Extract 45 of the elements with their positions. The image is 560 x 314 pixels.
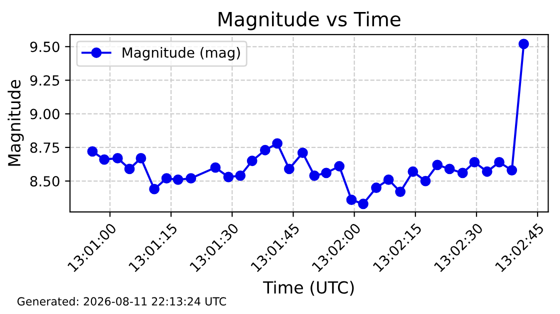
y-tick-label: 8.75 [30,142,60,153]
point [272,138,283,149]
legend-label: Magnitude (mag) [122,47,240,60]
point [260,144,270,156]
point [186,173,196,184]
point [309,170,320,181]
x-axis-title: Time (UTC) [263,280,354,296]
point [210,162,221,173]
point [124,164,135,174]
point [246,156,258,166]
point [518,38,529,50]
point [482,166,492,177]
point [371,182,382,193]
point [99,154,110,165]
point [284,164,294,174]
point [358,198,368,210]
text: Generated: 2026-08-11 22:13:24 UTC [17,296,226,306]
point [136,152,146,164]
point [87,146,98,157]
point [494,157,504,168]
point [408,166,418,177]
point [297,148,308,158]
y-tick-label: 8.50 [30,176,60,187]
point [383,174,394,185]
y-axis-title: Magnitude [8,80,24,166]
y-tick-label: 9.00 [30,108,60,120]
point [112,152,123,164]
point [457,168,468,178]
chart-title: Magnitude vs Time [218,11,400,30]
point [432,160,443,170]
point [223,172,234,182]
point [346,194,357,206]
point [420,176,431,186]
point [506,165,518,176]
point [395,186,406,197]
point [161,173,172,184]
point [444,164,455,174]
y-tick-label: 9.25 [30,75,60,86]
point [172,174,184,185]
y-tick-label: 9.50 [30,42,60,52]
point [235,170,246,181]
point [321,168,332,178]
point [334,161,345,172]
point [149,184,160,194]
point [469,157,480,168]
